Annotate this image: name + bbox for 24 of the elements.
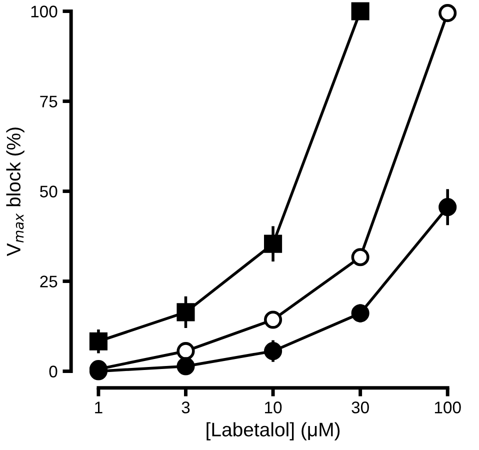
point (176, 357, 195, 376)
x-tick-label: 3 (182, 402, 190, 414)
y-tick-label: 0 (49, 366, 58, 378)
y-tick-label: 25 (40, 276, 58, 288)
y-tick-label: 75 (40, 96, 58, 108)
y-axis-title: V$_{max}$ block (%) (6, 128, 24, 256)
y-tick-label: 50 (40, 186, 58, 198)
x-tick-label: 100 (434, 402, 461, 414)
point (351, 304, 370, 322)
x-tick-label: 1 (95, 402, 102, 414)
x-axis-title: [Labetalol] (μM) (206, 422, 340, 440)
point (351, 248, 370, 266)
point (438, 198, 457, 216)
point (176, 342, 195, 360)
point (438, 4, 457, 22)
point (264, 310, 282, 329)
x-tick-label: 10 (265, 402, 282, 414)
y-tick-label: 100 (31, 6, 58, 18)
point (264, 342, 282, 360)
point (176, 303, 195, 322)
point (89, 332, 108, 350)
point (264, 234, 282, 253)
point (351, 2, 370, 20)
x-tick-label: 30 (352, 402, 369, 414)
